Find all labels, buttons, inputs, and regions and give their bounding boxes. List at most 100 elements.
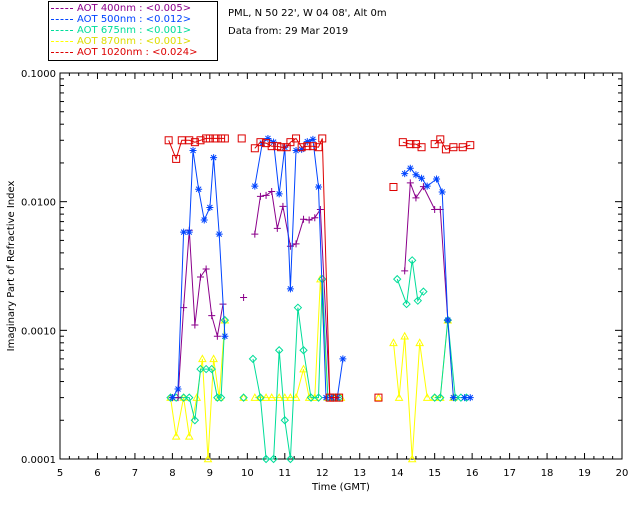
data-point-diamond <box>190 416 200 425</box>
y-tick-label: 0.0100 <box>21 198 56 209</box>
data-point-asterisk <box>449 394 457 402</box>
data-point-square <box>318 134 327 143</box>
data-point-square <box>164 136 173 145</box>
data-point-diamond <box>261 454 271 464</box>
legend-swatch-1020nm <box>51 51 73 53</box>
x-tick-label: 14 <box>391 468 404 479</box>
series-line <box>396 260 424 305</box>
x-tick-label: 8 <box>169 468 175 479</box>
data-point-diamond <box>306 393 316 402</box>
data-point-triangle <box>267 393 277 401</box>
x-axis-label: Time (GMT) <box>311 482 370 493</box>
data-point-plus <box>286 242 294 250</box>
data-point-square <box>417 143 426 152</box>
series-line <box>172 230 224 399</box>
data-point-square <box>466 141 475 150</box>
series-line <box>404 167 454 398</box>
data-point-square <box>277 143 286 152</box>
data-point-asterisk <box>444 316 452 324</box>
legend-swatch-870nm <box>51 40 73 42</box>
data-point-plus <box>256 192 264 200</box>
legend-item-870nm: AOT 870nm : <0.001> <box>51 36 191 48</box>
data-point-asterisk <box>206 204 214 212</box>
data-point-plus <box>202 265 210 273</box>
data-point-diamond <box>407 256 417 265</box>
data-point-diamond <box>314 393 323 402</box>
data-point-square <box>237 134 246 143</box>
date-text: Data from: 29 Mar 2019 <box>228 26 349 37</box>
data-point-square <box>308 142 317 151</box>
data-point-square <box>250 144 259 153</box>
data-point-plus <box>279 202 287 210</box>
x-tick-label: 7 <box>132 468 138 479</box>
x-tick-label: 18 <box>541 468 554 479</box>
legend: AOT 400nm : <0.005> AOT 500nm : <0.012> … <box>48 1 218 61</box>
data-point-plus <box>240 293 248 301</box>
data-point-asterisk <box>221 332 229 340</box>
data-point-triangle <box>400 331 410 340</box>
data-point-triangle <box>291 393 301 401</box>
series-line <box>434 138 471 150</box>
data-point-triangle <box>407 454 417 463</box>
x-tick-label: 16 <box>466 468 479 479</box>
data-point-diamond <box>280 416 290 425</box>
data-point-asterisk <box>309 135 317 143</box>
x-tick-label: 19 <box>578 468 591 479</box>
y-axis-label: Imaginary Part of Refractive Index <box>6 181 17 352</box>
data-point-asterisk <box>298 145 306 153</box>
data-point-asterisk <box>180 228 188 236</box>
series-line <box>254 137 344 399</box>
y-tick-label: 0.0001 <box>21 455 56 466</box>
data-point-triangle <box>422 393 432 401</box>
data-point-square <box>436 135 445 144</box>
data-point-square <box>196 136 205 145</box>
data-point-plus <box>208 312 216 320</box>
data-point-triangle <box>261 393 271 401</box>
data-point-asterisk <box>423 182 431 190</box>
data-point-plus <box>197 273 204 281</box>
data-point-plus <box>316 205 324 213</box>
data-point-triangle <box>209 354 218 363</box>
data-point-asterisk <box>251 182 259 190</box>
data-point-square <box>314 143 323 152</box>
data-point-diamond <box>413 296 423 305</box>
data-point-triangle <box>374 393 383 401</box>
data-point-plus <box>292 240 300 248</box>
legend-label-675nm: AOT 675nm : <0.001> <box>77 25 192 36</box>
data-point-square <box>172 154 181 163</box>
data-point-diamond <box>196 364 205 374</box>
data-point-asterisk <box>264 134 272 142</box>
data-point-asterisk <box>185 228 193 236</box>
data-point-diamond <box>402 299 411 309</box>
data-point-square <box>292 134 301 143</box>
data-point-square <box>335 393 344 402</box>
x-tick-label: 11 <box>278 468 291 479</box>
data-point-diamond <box>201 364 211 374</box>
series-4 <box>164 134 475 402</box>
data-point-plus <box>300 215 308 223</box>
legend-label-870nm: AOT 870nm : <0.001> <box>77 36 192 47</box>
x-tick-label: 15 <box>428 468 441 479</box>
data-point-asterisk <box>189 146 197 154</box>
data-point-diamond <box>274 346 284 355</box>
data-point-asterisk <box>412 171 420 179</box>
data-point-asterisk <box>210 154 218 162</box>
data-point-asterisk <box>438 188 446 196</box>
legend-label-1020nm: AOT 1020nm : <0.024> <box>77 47 198 58</box>
data-point-square <box>374 393 383 402</box>
data-point-diamond <box>436 393 445 402</box>
series-0 <box>168 179 452 402</box>
data-point-asterisk <box>418 174 426 182</box>
data-point-asterisk <box>174 385 182 393</box>
x-tick-label: 10 <box>241 468 254 479</box>
data-point-diamond <box>269 454 278 464</box>
data-point-plus <box>305 216 313 224</box>
legend-item-675nm: AOT 675nm : <0.001> <box>51 25 191 37</box>
x-tick-label: 6 <box>94 468 100 479</box>
data-point-plus <box>268 187 276 195</box>
series-line <box>254 190 331 398</box>
data-point-asterisk <box>275 190 283 198</box>
legend-label-400nm: AOT 400nm : <0.005> <box>77 3 192 14</box>
data-point-plus <box>213 332 221 340</box>
